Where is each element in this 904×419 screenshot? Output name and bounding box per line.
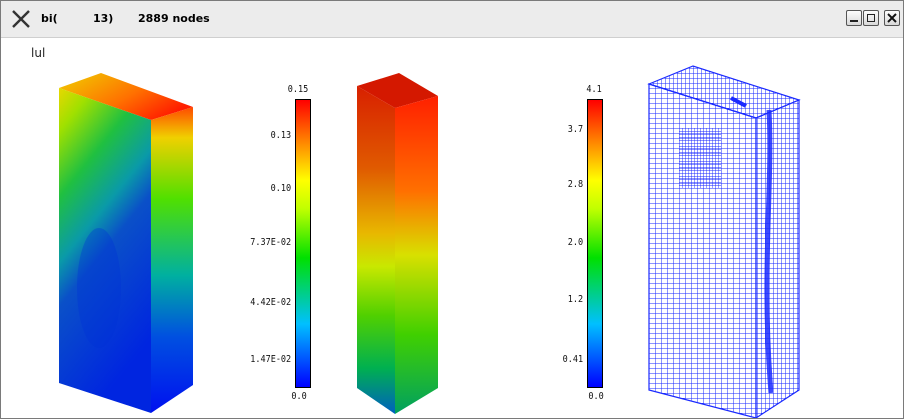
close-icon	[887, 13, 897, 23]
title-step: 13)	[93, 12, 114, 25]
scene	[59, 65, 801, 418]
block-second-field	[357, 73, 438, 414]
variable-label: lul	[31, 46, 46, 60]
minimize-button[interactable]	[846, 10, 862, 26]
block-lul	[59, 73, 193, 413]
title-bar[interactable]: bi( 13) 2889 nodes	[1, 1, 903, 38]
scale-right-tick: 1.2	[567, 294, 583, 305]
scale-right-tick-max: 4.1	[586, 84, 602, 95]
maximize-button[interactable]	[863, 10, 879, 26]
scale-left-tick: 0.10	[270, 183, 291, 194]
scale-left-tick: 0.13	[270, 130, 291, 141]
scale-right-tick-min: 0.0	[588, 391, 604, 402]
close-button[interactable]	[884, 10, 900, 26]
scale-right-tick: 2.0	[567, 237, 583, 248]
scale-right-tick: 3.7	[567, 124, 583, 135]
x-logo-icon	[12, 10, 30, 28]
maximize-icon	[867, 14, 875, 22]
scale-left-tick: 1.47E-02	[250, 354, 291, 365]
title-app-label: bi(	[41, 12, 58, 25]
title-node-count: 2889 nodes	[138, 12, 210, 25]
colorbar-left	[295, 99, 311, 388]
scale-right-tick: 0.41	[562, 354, 583, 365]
scale-left-tick-max: 0.15	[287, 84, 309, 95]
block-mesh	[647, 65, 801, 418]
scale-left-tick-min: 0.0	[291, 391, 307, 402]
colorbar-right	[587, 99, 603, 388]
scale-left-tick: 4.42E-02	[250, 297, 291, 308]
scale-left-tick: 7.37E-02	[250, 237, 291, 248]
scale-right-tick: 2.8	[567, 179, 583, 190]
minimize-icon	[850, 20, 858, 22]
plot-area[interactable]: lul	[1, 38, 903, 418]
